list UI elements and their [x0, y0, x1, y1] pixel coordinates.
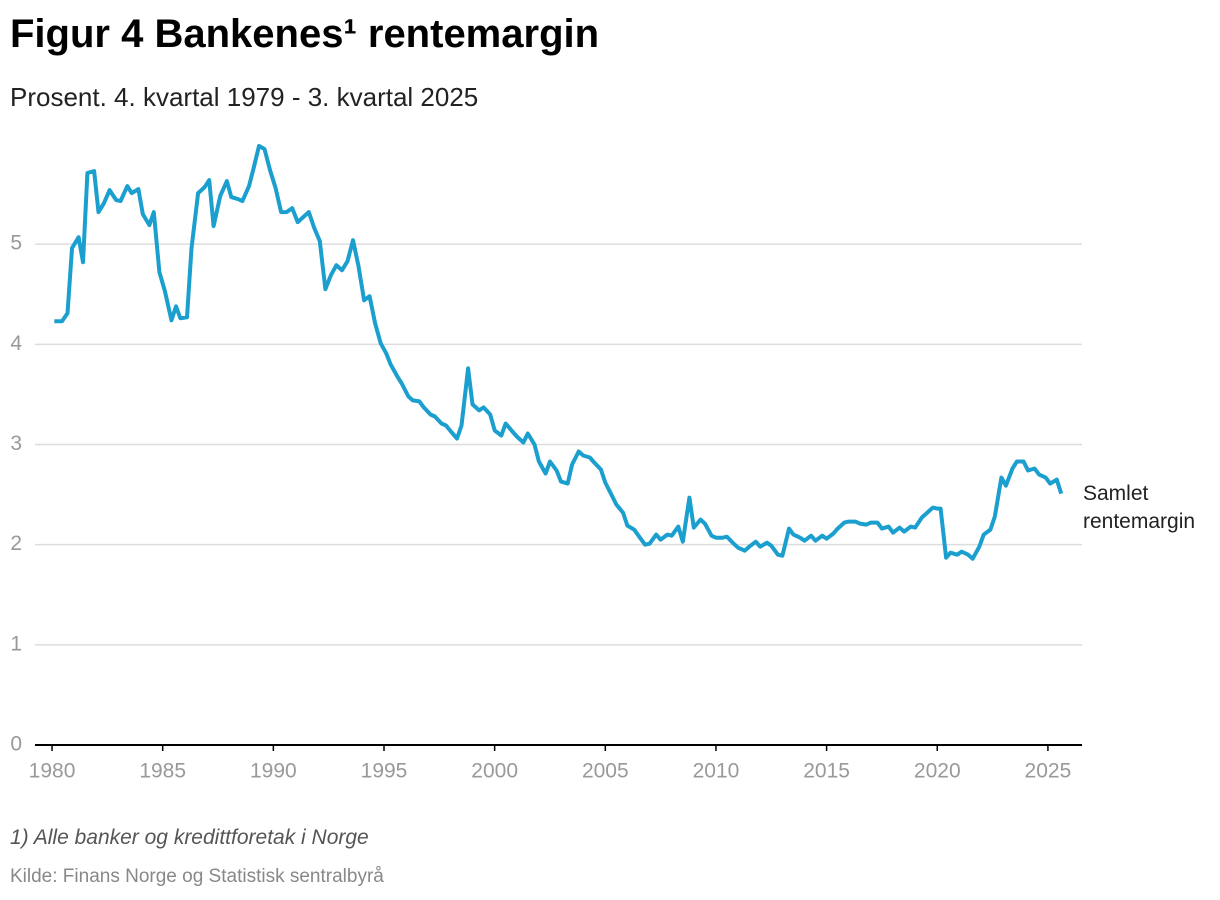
source: Kilde: Finans Norge og Statistisk sentra… [10, 866, 384, 887]
data-line [54, 144, 1064, 561]
x-tick-label: 1985 [139, 760, 186, 783]
y-tick-label: 1 [10, 632, 22, 655]
x-tick-label: 1995 [361, 760, 408, 783]
y-tick-label: 5 [10, 232, 22, 255]
chart-subtitle: Prosent. 4. kvartal 1979 - 3. kvartal 20… [10, 82, 479, 112]
chart-title: Figur 4 Bankenes¹ rentemargin [10, 12, 600, 56]
x-tick-label: 2010 [693, 760, 740, 783]
x-tick-label: 2015 [803, 760, 850, 783]
footnote: 1) Alle banker og kredittforetak i Norge [10, 826, 369, 849]
x-tick-label: 1980 [29, 760, 76, 783]
x-tick-label: 2000 [471, 760, 518, 783]
series-label: Samlet rentemargin [1083, 482, 1196, 533]
x-tick-label: 2025 [1025, 760, 1072, 783]
y-tick-label: 0 [10, 733, 22, 756]
x-tick-label: 2020 [914, 760, 961, 783]
y-tick-label: 3 [10, 432, 22, 455]
y-tick-label: 4 [10, 332, 22, 355]
x-tick-label: 1990 [250, 760, 297, 783]
x-tick-label: 2005 [582, 760, 629, 783]
y-tick-label: 2 [10, 532, 22, 555]
